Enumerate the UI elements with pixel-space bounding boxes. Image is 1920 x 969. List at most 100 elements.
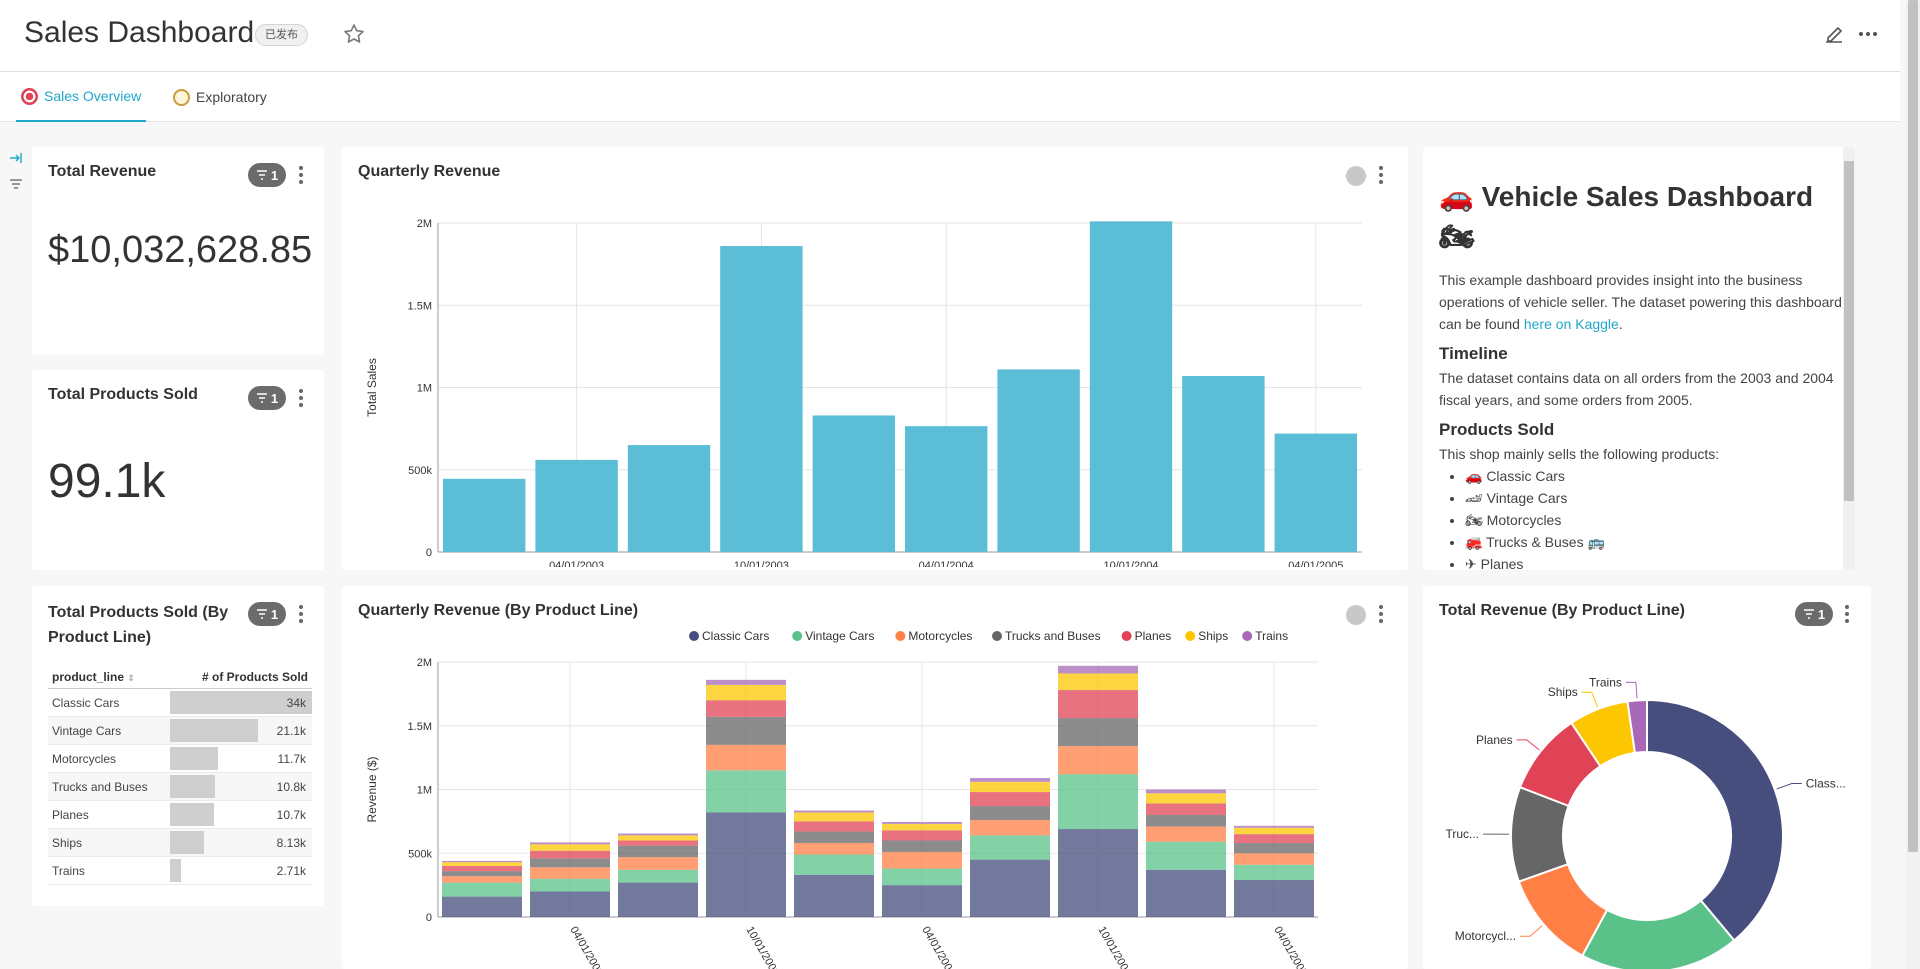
stacked-bar-segment <box>618 840 698 846</box>
stacked-bar-segment <box>1234 834 1314 844</box>
y-tick-label: 2M <box>417 657 432 669</box>
stacked-bar-segment <box>1058 673 1138 691</box>
donut-label: Planes <box>1476 733 1513 747</box>
stacked-bar-segment <box>618 835 698 841</box>
table-row[interactable]: Planes 10.7k <box>48 800 312 829</box>
table-row[interactable]: Trucks and Buses 10.8k <box>48 772 312 801</box>
total-revenue-card: Total Revenue 1 $10,032,628.85 <box>32 147 324 355</box>
count-bar <box>170 775 216 798</box>
products-table: product_line ⇕ # of Products Sold Classi… <box>48 666 312 885</box>
filter-icon <box>1803 609 1814 619</box>
table-row[interactable]: Trains 2.71k <box>48 856 312 885</box>
column-header-product-line[interactable]: product_line ⇕ <box>48 666 170 689</box>
stacked-bar-segment <box>530 891 610 917</box>
filter-indicator-icon[interactable] <box>1346 166 1366 186</box>
stacked-bar-segment <box>970 806 1050 821</box>
tab-exploratory[interactable]: Exploratory <box>168 72 272 122</box>
card-menu-button[interactable] <box>294 602 308 626</box>
table-row[interactable]: Vintage Cars 21.1k <box>48 716 312 745</box>
stacked-bar-segment <box>794 831 874 844</box>
stacked-bar-segment <box>618 882 698 917</box>
edit-icon[interactable] <box>1822 22 1846 46</box>
stacked-bar-segment <box>1058 665 1138 674</box>
star-icon[interactable] <box>342 22 366 46</box>
filter-indicator-icon[interactable] <box>1346 605 1366 625</box>
stacked-bar-segment <box>1058 690 1138 719</box>
stacked-bar-segment <box>882 823 962 831</box>
column-header-count[interactable]: # of Products Sold <box>170 666 312 689</box>
bar <box>720 246 803 552</box>
markdown-scrollbar[interactable] <box>1843 147 1855 570</box>
count-value: 2.71k <box>276 863 306 878</box>
y-tick-label: 0 <box>426 547 432 559</box>
donut-label: Ships <box>1548 685 1578 699</box>
donut-leader-line <box>1516 739 1540 751</box>
expand-sidebar-icon[interactable] <box>8 150 24 166</box>
table-row[interactable]: Ships 8.13k <box>48 828 312 857</box>
revenue-by-line-card: Total Revenue (By Product Line) 1 Class.… <box>1423 586 1871 969</box>
products-heading: Products Sold <box>1439 420 1555 439</box>
stacked-bar-segment <box>970 835 1050 860</box>
legend-label: Classic Cars <box>702 629 769 643</box>
tab-sales-overview[interactable]: Sales Overview <box>16 72 147 122</box>
page-scrollbar[interactable] <box>1906 0 1920 969</box>
markdown-heading: 🚗 Vehicle Sales Dashboard 🏍 <box>1439 181 1814 252</box>
count-cell: 10.8k <box>170 772 312 801</box>
stacked-bar-segment <box>1146 803 1226 815</box>
donut-leader-line <box>1581 691 1598 708</box>
filter-badge[interactable]: 1 <box>248 386 286 410</box>
dartboard-icon <box>21 87 38 105</box>
stacked-bar-segment <box>442 860 522 863</box>
count-value: 34k <box>286 695 306 710</box>
card-menu-button[interactable] <box>1374 163 1388 187</box>
donut-leader-line <box>1776 782 1802 790</box>
stacked-bar-segment <box>706 700 786 717</box>
card-menu-button[interactable] <box>294 163 308 187</box>
filter-icon <box>256 609 267 619</box>
products-text: This shop mainly sells the following pro… <box>1439 446 1720 462</box>
quarterly-by-line-chart: Classic Cars Vintage Cars Motorcycles Truck… <box>365 629 1318 969</box>
bar <box>535 459 618 552</box>
filter-count: 1 <box>270 390 279 406</box>
filter-badge[interactable]: 1 <box>1795 602 1833 626</box>
count-bar <box>170 747 219 770</box>
table-row[interactable]: Classic Cars 34k <box>48 688 312 717</box>
scrollbar-thumb[interactable] <box>1844 161 1854 501</box>
header-label: product_line <box>52 670 125 684</box>
kaggle-link[interactable]: here on Kaggle <box>1523 316 1619 332</box>
more-icon[interactable] <box>1856 22 1880 46</box>
filter-badge[interactable]: 1 <box>248 163 286 187</box>
x-tick-label: 10/01/2003 <box>734 560 789 567</box>
count-cell: 34k <box>170 688 312 717</box>
tab-label: Exploratory <box>196 89 267 105</box>
bar <box>997 369 1080 552</box>
filter-badge[interactable]: 1 <box>248 602 286 626</box>
scrollbar-thumb[interactable] <box>1908 0 1918 852</box>
filter-icon[interactable] <box>8 176 24 192</box>
card-menu-button[interactable] <box>1374 602 1388 626</box>
stacked-bar-segment <box>1234 864 1314 881</box>
card-menu-button[interactable] <box>294 386 308 410</box>
stacked-bar-segment <box>530 850 610 859</box>
stacked-bar-segment <box>442 866 522 872</box>
count-bar <box>170 831 205 854</box>
product-line-cell: Classic Cars <box>48 688 170 717</box>
total-products-value: 99.1k <box>48 455 166 508</box>
total-revenue-value: $10,032,628.85 <box>48 229 313 271</box>
stacked-bar-segment <box>1146 841 1226 870</box>
count-cell: 2.71k <box>170 856 312 885</box>
x-tick-label: 10/01/2004 <box>1095 925 1133 969</box>
y-tick-label: 1.5M <box>408 721 432 733</box>
quarterly-revenue-chart: 0 500k 1M 1.5M 2M 04/01/2003 10/01/2003 04/01/2… <box>365 218 1362 567</box>
stacked-bar-segment <box>1234 825 1314 828</box>
filter-icon <box>256 170 267 180</box>
card-menu-button[interactable] <box>1840 602 1854 626</box>
count-bar <box>170 691 312 714</box>
bar <box>443 478 526 552</box>
legend-swatch <box>992 631 1002 641</box>
intro-end: . <box>1618 316 1623 332</box>
table-row[interactable]: Motorcycles 11.7k <box>48 744 312 773</box>
bar <box>1182 375 1265 552</box>
stacked-bar-segment <box>706 744 786 771</box>
dashboard-tabs: Sales Overview Exploratory <box>0 72 1900 122</box>
